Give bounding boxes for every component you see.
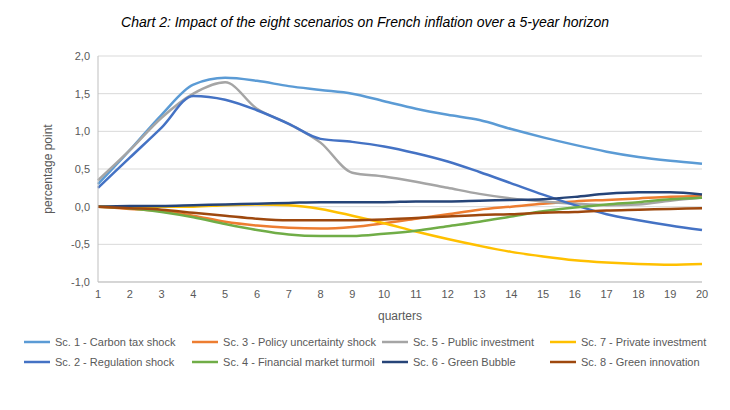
html-text:Sc. 3 - Policy uncertainty sho: Sc. 3 - Policy uncertainty shock [223, 336, 376, 348]
html-text:Chart 2: Impact of the eight s: Chart 2: Impact of the eight scenarios o… [121, 14, 609, 30]
svg-text:-0,5: -0,5 [71, 238, 90, 250]
svg-text:16: 16 [569, 288, 581, 300]
svg-text:5: 5 [222, 288, 228, 300]
svg-text:20: 20 [696, 288, 708, 300]
svg-text:19: 19 [664, 288, 676, 300]
html-text:Sc. 2 - Regulation shock: Sc. 2 - Regulation shock [55, 356, 175, 368]
svg-text:1,0: 1,0 [75, 125, 90, 137]
svg-text:percentage point: percentage point [41, 124, 55, 214]
svg-text:11: 11 [410, 288, 421, 300]
html-text:Sc. 7 - Private investment: Sc. 7 - Private investment [580, 336, 707, 348]
html-text:Sc. 8 - Green innovation: Sc. 8 - Green innovation [580, 356, 700, 368]
svg-text:0,5: 0,5 [75, 163, 90, 175]
svg-text:6: 6 [254, 288, 260, 300]
svg-text:2,0: 2,0 [75, 50, 90, 62]
html-text:Sc. 1 - Carbon tax shock: Sc. 1 - Carbon tax shock [55, 336, 176, 348]
svg-text:14: 14 [505, 288, 517, 300]
svg-text:13: 13 [473, 288, 485, 300]
svg-text:18: 18 [632, 288, 644, 300]
svg-text:-1,0: -1,0 [71, 276, 90, 288]
html-text:Sc. 5 - Public investment: Sc. 5 - Public investment [412, 336, 534, 348]
html-text:Sc. 4 - Financial market turmo: Sc. 4 - Financial market turmoil [223, 356, 375, 368]
svg-text:15: 15 [537, 288, 549, 300]
svg-text:1: 1 [95, 288, 101, 300]
svg-text:12: 12 [442, 288, 454, 300]
svg-text:9: 9 [349, 288, 355, 300]
svg-text:0,0: 0,0 [75, 201, 90, 213]
svg-text:8: 8 [317, 288, 323, 300]
svg-text:10: 10 [378, 288, 390, 300]
svg-text:3: 3 [159, 288, 165, 300]
html-text:Sc. 6 - Green Bubble: Sc. 6 - Green Bubble [412, 356, 516, 368]
svg-text:4: 4 [190, 288, 196, 300]
svg-text:17: 17 [601, 288, 613, 300]
svg-text:7: 7 [286, 288, 292, 300]
svg-text:1,5: 1,5 [75, 88, 90, 100]
svg-text:2: 2 [127, 288, 133, 300]
svg-text:quarters: quarters [378, 309, 422, 323]
